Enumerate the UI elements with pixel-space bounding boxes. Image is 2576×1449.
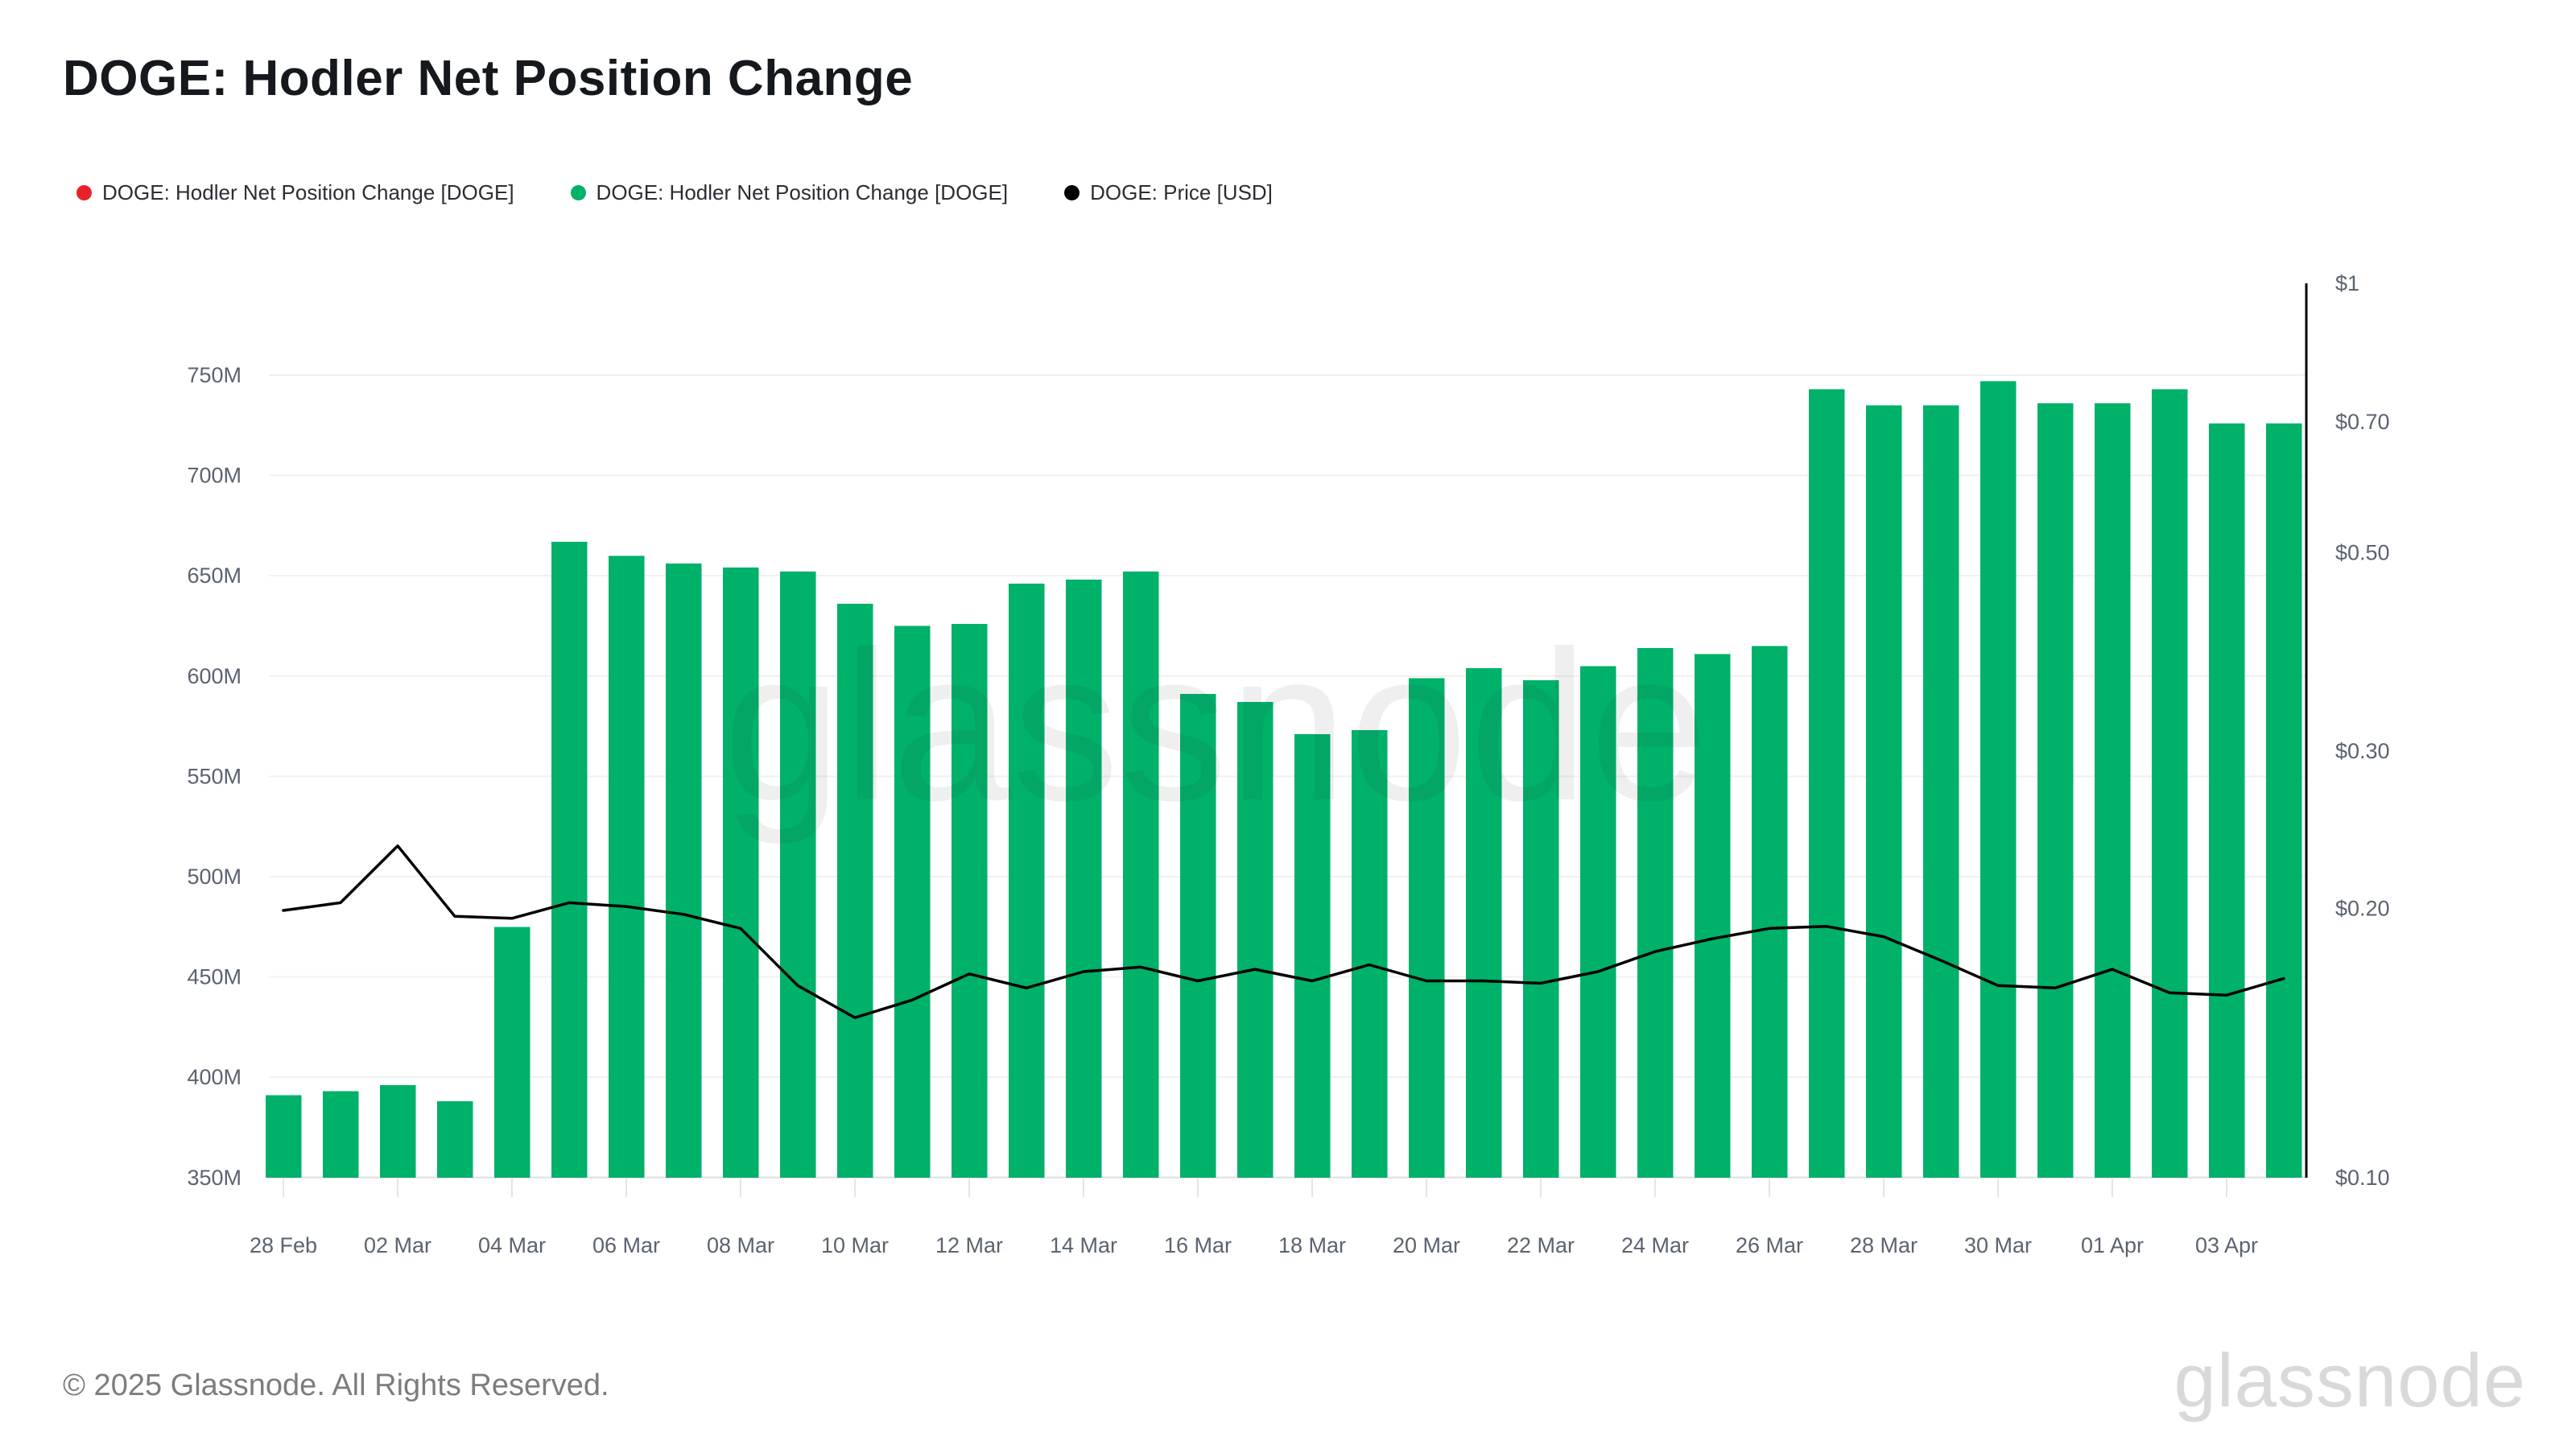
bar-23-mar[interactable] [1579, 666, 1616, 1178]
x-axis-label: 18 Mar [1278, 1233, 1346, 1257]
bar-29-mar[interactable] [1922, 405, 1959, 1178]
bar-03-mar[interactable] [436, 1101, 473, 1178]
legend-item-price[interactable]: DOGE: Price [USD] [1064, 180, 1273, 205]
glassnode-logo: glassnode [2174, 1338, 2526, 1422]
x-axis-label: 24 Mar [1621, 1233, 1689, 1257]
bar-28-mar[interactable] [1865, 405, 1902, 1178]
legend-item-hodler-net-position-green[interactable]: DOGE: Hodler Net Position Change [DOGE] [570, 180, 1009, 205]
x-axis-label: 22 Mar [1507, 1233, 1575, 1257]
bar-09-mar[interactable] [779, 572, 816, 1178]
bar-11-mar[interactable] [894, 625, 931, 1179]
bar-27-mar[interactable] [1808, 389, 1845, 1179]
bar-24-mar[interactable] [1637, 647, 1674, 1178]
bar-02-mar[interactable] [379, 1085, 416, 1178]
left-axis-label: 500M [187, 865, 242, 889]
bar-17-mar[interactable] [1236, 702, 1274, 1178]
x-axis-label: 30 Mar [1964, 1233, 2032, 1257]
x-axis-label: 01 Apr [2081, 1233, 2144, 1257]
x-axis-label: 28 Mar [1850, 1233, 1918, 1257]
bar-07-mar[interactable] [665, 564, 702, 1178]
bar-15-mar[interactable] [1122, 572, 1159, 1178]
bar-12-mar[interactable] [951, 624, 988, 1178]
x-axis-label: 12 Mar [935, 1233, 1003, 1257]
x-axis-label: 16 Mar [1164, 1233, 1232, 1257]
x-axis-label: 04 Mar [478, 1233, 546, 1257]
bar-04-apr[interactable] [2265, 423, 2302, 1178]
bar-31-mar[interactable] [2037, 402, 2074, 1178]
legend-item-hodler-net-position-red[interactable]: DOGE: Hodler Net Position Change [DOGE] [76, 180, 514, 205]
bar-01-mar[interactable] [322, 1091, 359, 1178]
right-axis-label: $0.20 [2335, 897, 2390, 921]
legend: DOGE: Hodler Net Position Change [DOGE] … [76, 180, 1273, 205]
left-axis-label: 550M [187, 764, 242, 788]
bar-02-apr[interactable] [2151, 389, 2188, 1179]
x-axis-label: 26 Mar [1736, 1233, 1803, 1257]
right-axis-label: $0.10 [2335, 1166, 2390, 1190]
page-title: DOGE: Hodler Net Position Change [63, 51, 914, 106]
bar-19-mar[interactable] [1351, 730, 1388, 1178]
right-axis-label: $0.50 [2335, 540, 2390, 564]
bar-28-feb[interactable] [265, 1095, 302, 1178]
x-axis-label: 10 Mar [821, 1233, 889, 1257]
bar-14-mar[interactable] [1065, 580, 1102, 1178]
left-axis-label: 450M [187, 965, 242, 989]
legend-label: DOGE: Price [USD] [1090, 180, 1273, 204]
bar-20-mar[interactable] [1408, 678, 1445, 1178]
right-axis-label: $0.30 [2335, 739, 2390, 763]
price-line[interactable] [282, 844, 2285, 1019]
left-axis-label: 600M [187, 664, 242, 688]
bar-05-mar[interactable] [551, 541, 588, 1178]
footer-copyright: © 2025 Glassnode. All Rights Reserved. [63, 1368, 609, 1402]
left-axis-label: 350M [187, 1166, 242, 1190]
bar-08-mar[interactable] [722, 568, 759, 1178]
x-axis-label: 03 Apr [2195, 1233, 2258, 1257]
bar-04-mar[interactable] [493, 927, 530, 1178]
legend-label: DOGE: Hodler Net Position Change [DOGE] [102, 180, 514, 204]
bar-22-mar[interactable] [1522, 679, 1559, 1178]
bar-06-mar[interactable] [608, 555, 645, 1178]
bar-01-apr[interactable] [2094, 402, 2131, 1178]
left-axis-label: 700M [187, 464, 242, 488]
bar-30-mar[interactable] [1979, 381, 2017, 1178]
right-axis-label: $1 [2335, 271, 2359, 295]
legend-label: DOGE: Hodler Net Position Change [DOGE] [596, 180, 1009, 204]
x-axis-label: 14 Mar [1050, 1233, 1117, 1257]
bar-13-mar[interactable] [1008, 584, 1045, 1178]
black-series-dot-icon [1064, 185, 1080, 200]
x-axis-label: 08 Mar [707, 1233, 774, 1257]
green-series-dot-icon [570, 185, 586, 200]
x-axis-label: 06 Mar [592, 1233, 660, 1257]
left-axis-label: 750M [187, 363, 242, 387]
bar-26-mar[interactable] [1751, 646, 1788, 1178]
x-axis-label: 20 Mar [1393, 1233, 1460, 1257]
left-axis-label: 400M [187, 1065, 242, 1089]
bar-03-apr[interactable] [2208, 423, 2245, 1178]
x-axis-label: 28 Feb [250, 1233, 317, 1257]
bar-18-mar[interactable] [1294, 734, 1331, 1178]
left-axis-label: 650M [187, 564, 242, 588]
x-axis-label: 02 Mar [364, 1233, 431, 1257]
bar-16-mar[interactable] [1179, 694, 1216, 1178]
right-axis-label: $0.70 [2335, 410, 2390, 434]
red-series-dot-icon [76, 185, 92, 200]
bar-21-mar[interactable] [1465, 667, 1502, 1178]
bar-25-mar[interactable] [1694, 654, 1731, 1178]
bar-10-mar[interactable] [836, 604, 873, 1178]
